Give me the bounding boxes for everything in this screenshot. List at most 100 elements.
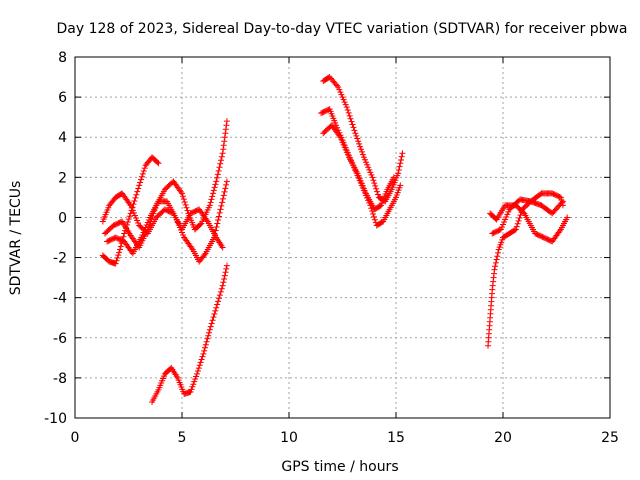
data-point-marker <box>342 146 349 153</box>
data-point-marker <box>368 171 375 178</box>
data-point-marker <box>127 202 134 209</box>
data-point-marker <box>356 140 363 147</box>
data-point-marker <box>192 376 199 383</box>
data-point-marker <box>215 167 222 174</box>
data-point-marker <box>372 182 379 189</box>
data-point-marker <box>138 234 145 241</box>
data-point-marker <box>513 223 520 230</box>
data-point-marker <box>222 130 229 137</box>
data-point-marker <box>189 383 196 390</box>
data-point-marker <box>360 185 367 192</box>
data-point-marker <box>184 207 191 214</box>
data-point-marker <box>216 164 223 171</box>
data-point-marker <box>116 249 123 256</box>
data-point-marker <box>220 142 227 149</box>
data-point-marker <box>338 91 345 98</box>
data-point-marker <box>154 159 161 166</box>
data-point-marker <box>514 220 521 227</box>
data-point-marker <box>220 146 227 153</box>
data-point-marker <box>219 199 226 206</box>
data-point-marker <box>196 362 203 369</box>
series-track-k <box>489 196 566 237</box>
data-point-marker <box>131 212 138 219</box>
data-point-marker <box>390 174 397 181</box>
data-point-marker <box>211 310 218 317</box>
data-point-marker <box>209 317 216 324</box>
data-point-marker <box>341 99 348 106</box>
data-point-marker <box>357 177 364 184</box>
data-point-marker <box>396 163 403 170</box>
data-point-marker <box>216 209 223 216</box>
data-point-marker <box>520 209 527 216</box>
data-point-marker <box>369 174 376 181</box>
data-point-marker <box>191 378 198 385</box>
y-tick-label: 2 <box>58 170 67 186</box>
data-point-marker <box>356 175 363 182</box>
data-point-marker <box>343 104 350 111</box>
data-point-marker <box>397 156 404 163</box>
data-point-marker <box>370 177 377 184</box>
data-point-marker <box>223 178 230 185</box>
data-point-marker <box>335 84 342 91</box>
data-point-marker <box>222 185 229 192</box>
data-point-marker <box>349 121 356 128</box>
data-point-marker <box>223 181 230 188</box>
data-point-marker <box>337 89 344 96</box>
data-point-marker <box>197 359 204 366</box>
data-point-marker <box>333 82 340 89</box>
data-point-marker <box>219 244 226 251</box>
data-point-marker <box>201 251 208 258</box>
data-point-marker <box>129 207 136 214</box>
data-point-marker <box>218 157 225 164</box>
x-tick-label: 15 <box>387 430 405 446</box>
data-point-marker <box>138 173 145 180</box>
data-point-marker <box>345 109 352 116</box>
data-point-marker <box>221 134 228 141</box>
data-point-marker <box>359 182 366 189</box>
data-point-marker <box>355 138 362 145</box>
data-point-marker <box>212 227 219 234</box>
data-point-marker <box>210 190 217 197</box>
data-point-marker <box>200 350 207 357</box>
data-point-marker <box>193 373 200 380</box>
data-point-marker <box>223 122 230 129</box>
data-point-marker <box>344 151 351 158</box>
data-point-marker <box>559 198 566 205</box>
data-point-marker <box>134 217 141 224</box>
data-point-marker <box>221 188 228 195</box>
data-point-marker <box>505 208 512 215</box>
data-point-marker <box>346 112 353 119</box>
data-point-marker <box>198 356 205 363</box>
data-point-marker <box>179 190 185 197</box>
data-point-marker <box>371 216 378 223</box>
data-point-marker <box>358 146 365 153</box>
data-point-marker <box>515 217 522 224</box>
data-point-marker <box>495 249 502 256</box>
data-point-marker <box>343 149 350 156</box>
x-tick-label: 0 <box>71 430 80 446</box>
data-point-marker <box>370 213 377 220</box>
data-point-marker <box>195 365 202 372</box>
data-point-marker <box>207 323 214 330</box>
data-point-marker <box>517 212 524 219</box>
series-track-b <box>101 118 230 251</box>
data-point-marker <box>511 227 518 234</box>
data-point-marker <box>504 211 511 218</box>
y-tick-label: -4 <box>53 291 67 307</box>
data-point-marker <box>220 192 227 199</box>
x-tick-label: 25 <box>601 430 619 446</box>
data-point-marker <box>354 170 361 177</box>
data-point-marker <box>181 198 188 205</box>
data-point-marker <box>190 381 197 388</box>
data-point-marker <box>222 269 229 276</box>
data-point-marker <box>180 231 187 238</box>
data-point-marker <box>213 223 220 230</box>
data-point-marker <box>223 265 230 272</box>
series-track-d <box>99 190 226 251</box>
data-point-marker <box>359 151 366 158</box>
data-point-marker <box>558 199 565 206</box>
data-point-marker <box>503 213 510 220</box>
data-point-marker <box>557 194 564 201</box>
data-point-marker <box>210 314 217 321</box>
